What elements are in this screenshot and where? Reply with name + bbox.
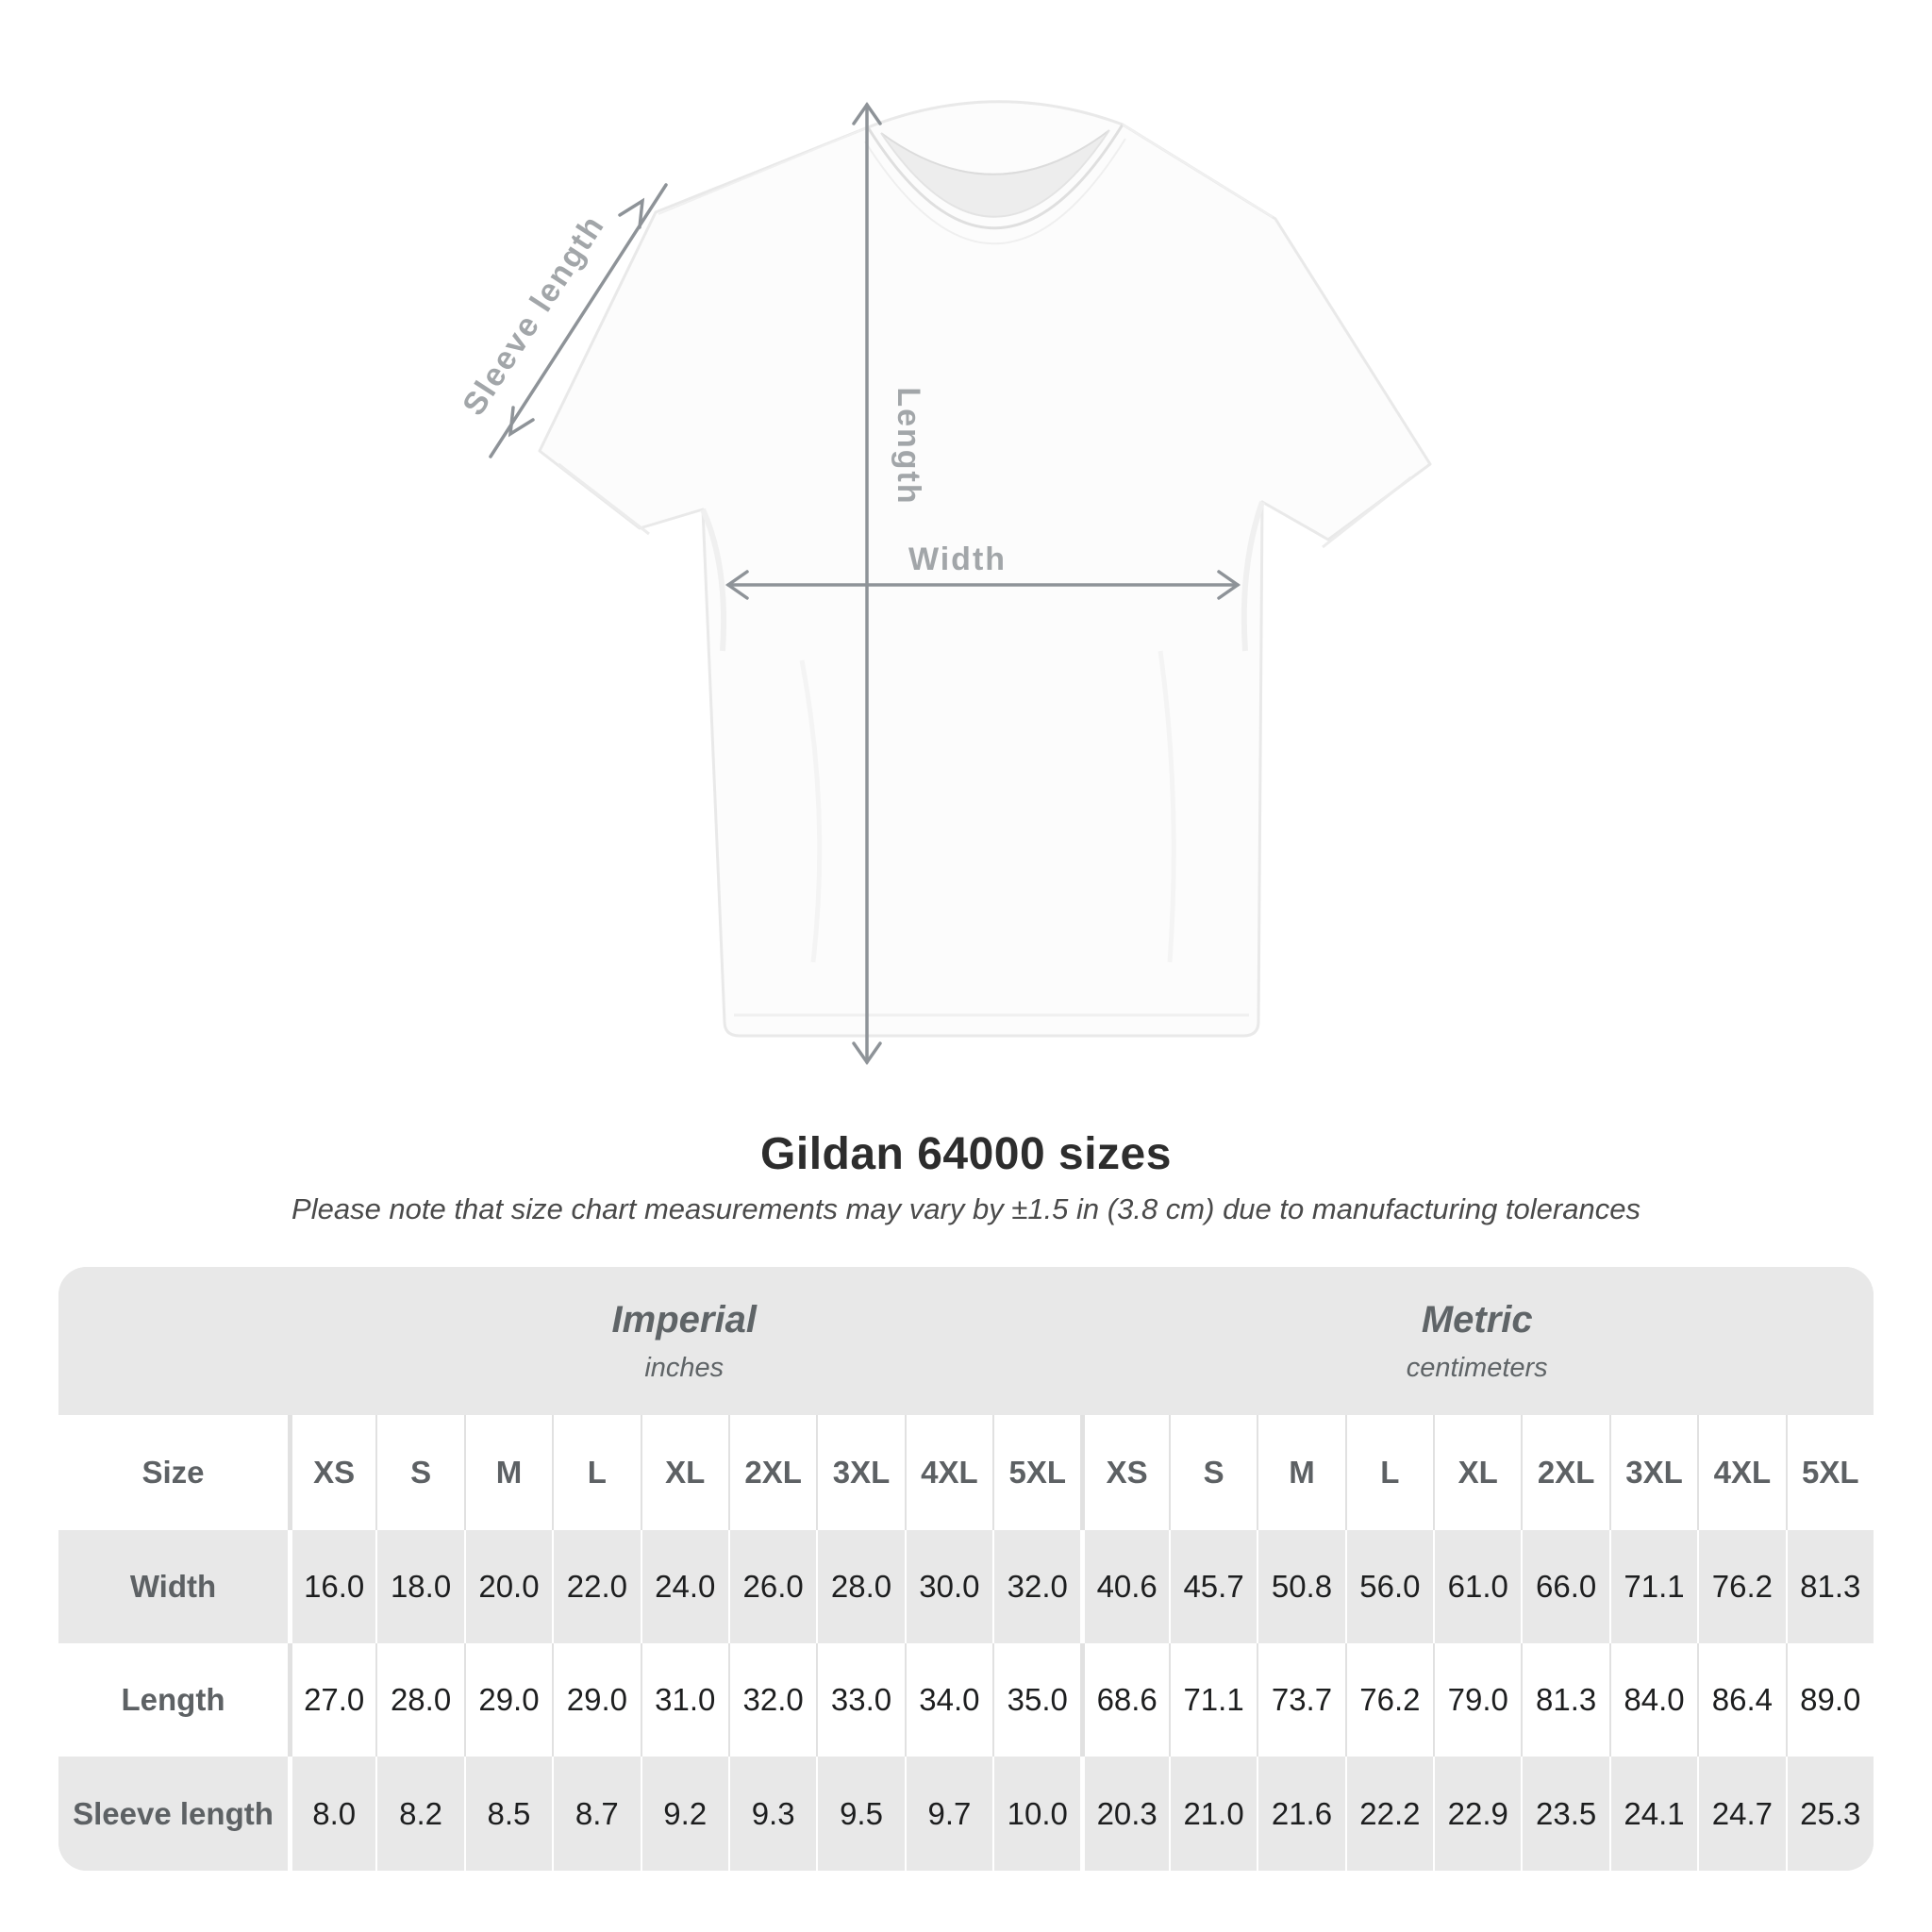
width-value-cell: 56.0: [1344, 1530, 1434, 1643]
length-value-cell: 28.0: [375, 1643, 464, 1757]
length-value-cell: 32.0: [727, 1643, 817, 1757]
metric-group-unit: centimeters: [1406, 1352, 1548, 1383]
dimension-lines: [489, 101, 1241, 1066]
size-col-header: 5XL: [1785, 1415, 1874, 1530]
width-value-cell: 45.7: [1168, 1530, 1257, 1643]
sleeve-value-cell: 24.7: [1697, 1757, 1786, 1871]
width-value-cell: 20.0: [463, 1530, 553, 1643]
width-value-cell: 81.3: [1785, 1530, 1874, 1643]
size-col-header: 3XL: [1608, 1415, 1698, 1530]
size-col-header: XL: [640, 1415, 728, 1530]
size-col-header: L: [552, 1415, 641, 1530]
sleeve-value-cell: 8.2: [375, 1757, 464, 1871]
sleeve-value-cell: 21.0: [1168, 1757, 1257, 1871]
size-col-header: S: [375, 1415, 464, 1530]
sleeve-value-cell: 9.3: [727, 1757, 817, 1871]
row-label-length: Length: [58, 1643, 288, 1757]
tshirt-illustration: [538, 100, 1432, 1038]
sleeve-value-cell: 22.2: [1344, 1757, 1434, 1871]
length-value-cell: 35.0: [992, 1643, 1081, 1757]
size-col-header: M: [1257, 1415, 1345, 1530]
width-value-cell: 40.6: [1080, 1530, 1169, 1643]
width-label: Width: [908, 541, 1007, 577]
length-value-cell: 34.0: [904, 1643, 993, 1757]
tolerance-note: Please note that size chart measurements…: [291, 1192, 1641, 1225]
sleeve-value-cell: 9.2: [640, 1757, 728, 1871]
width-value-cell: 32.0: [992, 1530, 1081, 1643]
length-value-cell: 73.7: [1257, 1643, 1345, 1757]
size-corner-header: Size: [58, 1415, 288, 1530]
size-col-header: XL: [1433, 1415, 1522, 1530]
length-label: Length: [891, 387, 926, 505]
metric-group-header: Metric centimeters: [1080, 1267, 1874, 1415]
length-value-cell: 33.0: [816, 1643, 905, 1757]
row-label-sleeve-length: Sleeve length: [58, 1757, 288, 1871]
width-value-cell: 71.1: [1608, 1530, 1698, 1643]
sleeve-value-cell: 8.7: [552, 1757, 641, 1871]
size-col-header: 4XL: [904, 1415, 993, 1530]
sleeve-value-cell: 8.0: [288, 1757, 376, 1871]
sleeve-value-cell: 10.0: [992, 1757, 1081, 1871]
width-value-cell: 18.0: [375, 1530, 464, 1643]
width-value-cell: 66.0: [1521, 1530, 1609, 1643]
length-value-cell: 84.0: [1608, 1643, 1698, 1757]
sleeve-value-cell: 9.5: [816, 1757, 905, 1871]
width-value-cell: 30.0: [904, 1530, 993, 1643]
sleeve-value-cell: 21.6: [1257, 1757, 1345, 1871]
length-value-cell: 86.4: [1697, 1643, 1786, 1757]
length-value-cell: 71.1: [1168, 1643, 1257, 1757]
sleeve-value-cell: 20.3: [1080, 1757, 1169, 1871]
sleeve-value-cell: 23.5: [1521, 1757, 1609, 1871]
length-value-cell: 27.0: [288, 1643, 376, 1757]
size-table: Imperial inches Metric centimeters Size …: [58, 1267, 1874, 1871]
width-value-cell: 50.8: [1257, 1530, 1345, 1643]
size-col-header: 2XL: [1521, 1415, 1609, 1530]
width-value-cell: 16.0: [288, 1530, 376, 1643]
imperial-group-name: Imperial: [611, 1298, 757, 1341]
length-value-cell: 68.6: [1080, 1643, 1169, 1757]
sleeve-value-cell: 9.7: [904, 1757, 993, 1871]
size-col-header: 5XL: [992, 1415, 1081, 1530]
sleeve-value-cell: 25.3: [1785, 1757, 1874, 1871]
sleeve-value-cell: 24.1: [1608, 1757, 1698, 1871]
size-col-header: L: [1344, 1415, 1434, 1530]
sleeve-value-cell: 22.9: [1433, 1757, 1522, 1871]
row-label-width: Width: [58, 1530, 288, 1643]
width-value-cell: 22.0: [552, 1530, 641, 1643]
size-col-header: 3XL: [816, 1415, 905, 1530]
size-col-header: 4XL: [1697, 1415, 1786, 1530]
sleeve-length-dimension-arrow: [489, 183, 668, 458]
length-value-cell: 29.0: [552, 1643, 641, 1757]
size-col-header: S: [1168, 1415, 1257, 1530]
imperial-group-unit: inches: [644, 1352, 724, 1383]
size-col-header: M: [463, 1415, 553, 1530]
width-value-cell: 24.0: [640, 1530, 728, 1643]
length-value-cell: 89.0: [1785, 1643, 1874, 1757]
width-value-cell: 61.0: [1433, 1530, 1522, 1643]
length-value-cell: 76.2: [1344, 1643, 1434, 1757]
imperial-group-header: Imperial inches: [288, 1267, 1081, 1415]
width-dimension-arrow: [724, 570, 1241, 600]
length-value-cell: 79.0: [1433, 1643, 1522, 1757]
width-value-cell: 76.2: [1697, 1530, 1786, 1643]
size-col-header: 2XL: [727, 1415, 817, 1530]
tshirt-diagram: Sleeve length Length Width: [456, 100, 1432, 1066]
length-value-cell: 81.3: [1521, 1643, 1609, 1757]
size-col-header: XS: [288, 1415, 376, 1530]
page-title: Gildan 64000 sizes: [760, 1129, 1172, 1179]
corner-spacer: [58, 1267, 288, 1415]
length-value-cell: 29.0: [463, 1643, 553, 1757]
width-value-cell: 26.0: [727, 1530, 817, 1643]
metric-group-name: Metric: [1421, 1298, 1533, 1341]
width-value-cell: 28.0: [816, 1530, 905, 1643]
sleeve-value-cell: 8.5: [463, 1757, 553, 1871]
size-col-header: XS: [1080, 1415, 1169, 1530]
length-value-cell: 31.0: [640, 1643, 728, 1757]
